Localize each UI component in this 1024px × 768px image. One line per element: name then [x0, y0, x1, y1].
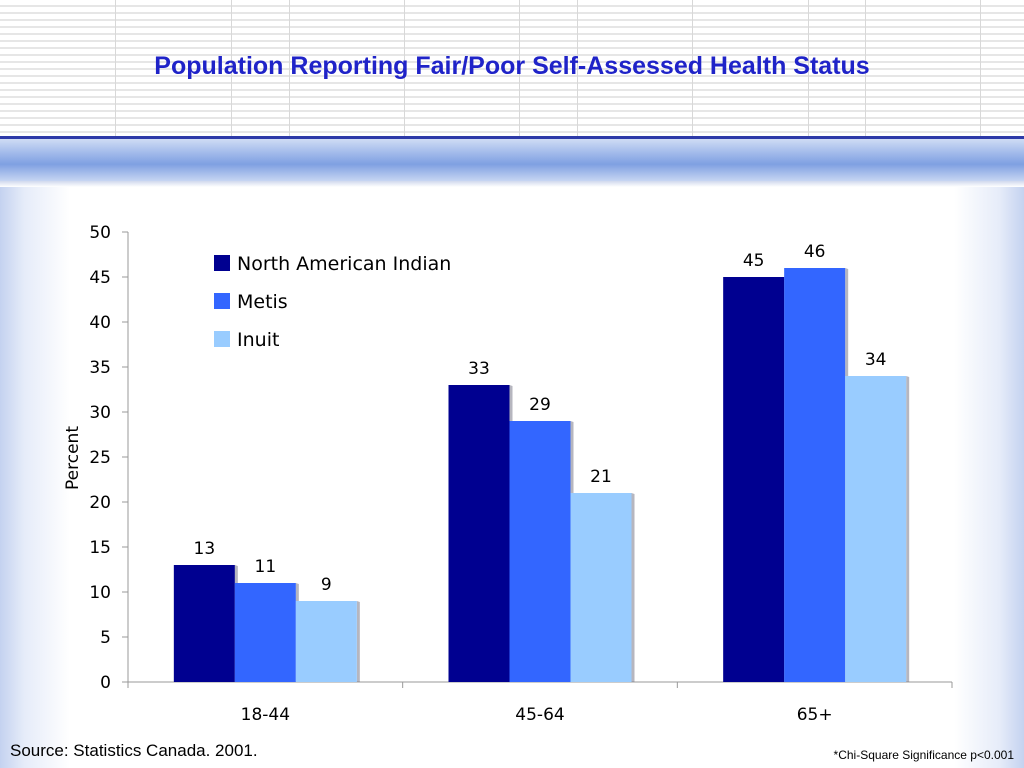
right-side-glow	[954, 187, 1024, 768]
y-tick-label: 35	[89, 358, 111, 378]
header-divider	[865, 0, 866, 136]
data-label: 9	[321, 575, 332, 595]
bar	[295, 601, 357, 682]
header-divider	[115, 0, 116, 136]
header-divider	[808, 0, 809, 136]
bar	[234, 583, 296, 682]
legend-label: Inuit	[237, 329, 279, 351]
y-tick-label: 10	[89, 583, 111, 603]
data-label: 45	[743, 251, 765, 271]
header-divider	[289, 0, 290, 136]
bar-side	[906, 376, 910, 682]
bar	[723, 277, 785, 682]
data-label: 11	[255, 557, 277, 577]
header-divider	[519, 0, 520, 136]
data-label: 21	[590, 467, 612, 487]
header-band-shadow	[0, 181, 1024, 187]
legend-swatch	[214, 255, 230, 271]
header-band: Population Reporting Fair/Poor Self-Asse…	[0, 0, 1024, 136]
x-tick-label: 18-44	[241, 705, 290, 725]
bar	[173, 565, 235, 682]
legend-label: North American Indian	[237, 253, 451, 275]
y-tick-label: 25	[89, 448, 111, 468]
header-blue-band	[0, 139, 1024, 181]
y-tick-label: 0	[100, 673, 111, 693]
significance-note: *Chi-Square Significance p<0.001	[833, 748, 1014, 762]
data-label: 46	[804, 242, 826, 262]
data-label: 34	[865, 350, 887, 370]
y-axis-label: Percent	[63, 426, 83, 490]
y-tick-label: 50	[89, 223, 111, 243]
plot-area: 0 5 10 15 20 25 30 35 40 45 50 13 11 9 18-44 33 29 21 45-6…	[89, 223, 953, 725]
bar-side	[356, 601, 360, 682]
x-tick-label: 45-64	[515, 705, 564, 725]
left-side-glow	[0, 187, 70, 768]
legend-swatch	[214, 293, 230, 309]
bar	[845, 376, 907, 682]
header-divider	[577, 0, 578, 136]
header-divider	[231, 0, 232, 136]
legend-swatch	[214, 331, 230, 347]
bar	[509, 421, 571, 682]
y-tick-label: 40	[89, 313, 111, 333]
data-label: 29	[529, 395, 551, 415]
slide-title: Population Reporting Fair/Poor Self-Asse…	[154, 52, 870, 80]
y-tick-label: 30	[89, 403, 111, 423]
header-divider	[404, 0, 405, 136]
x-tick-label: 65+	[797, 705, 833, 725]
y-tick-label: 15	[89, 538, 111, 558]
header-divider	[692, 0, 693, 136]
data-label: 13	[194, 539, 216, 559]
source-note: Source: Statistics Canada. 2001.	[10, 741, 258, 760]
bar	[784, 268, 846, 682]
bar	[448, 385, 510, 682]
header-divider	[980, 0, 981, 136]
y-tick-label: 45	[89, 268, 111, 288]
y-tick-label: 20	[89, 493, 111, 513]
legend-label: Metis	[237, 291, 288, 313]
y-tick-label: 5	[100, 628, 111, 648]
header-rule	[0, 136, 1024, 139]
bar-side	[631, 493, 635, 682]
data-label: 33	[468, 359, 490, 379]
bar	[570, 493, 632, 682]
